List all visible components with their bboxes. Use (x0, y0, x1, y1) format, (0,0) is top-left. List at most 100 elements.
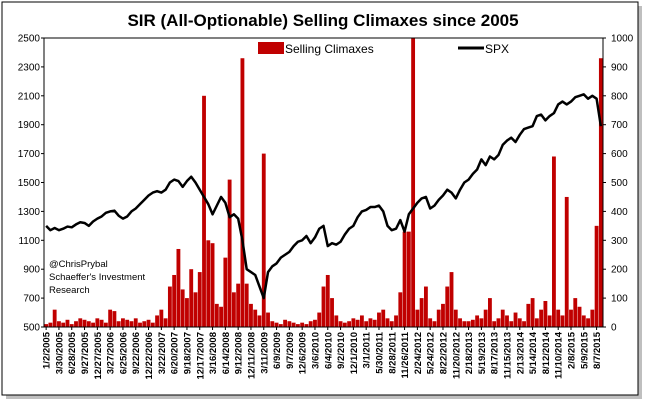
x-tick-label: 5/19/2013 (477, 332, 488, 374)
x-tick-label: 6/20/2007 (170, 332, 181, 374)
x-tick-label: 12/11/2008 (246, 332, 257, 379)
bar (172, 274, 177, 327)
bar (304, 324, 309, 327)
y-tick-label: 1700 (18, 149, 41, 160)
bar (479, 318, 484, 327)
bar (449, 272, 454, 327)
bar (278, 324, 283, 327)
bar (330, 298, 334, 327)
x-tick-label: 5/24/2012 (426, 332, 437, 374)
x-tick-label: 12/1/2010 (349, 332, 360, 374)
x-tick-label: 9/27/2005 (80, 331, 91, 374)
bar (394, 315, 398, 327)
bar (74, 321, 78, 327)
bar (475, 315, 480, 327)
bar (91, 322, 95, 327)
legend-label: Selling Climaxes (285, 42, 374, 56)
bar (129, 321, 134, 327)
bar (287, 321, 292, 327)
bar (321, 286, 326, 327)
bar (564, 196, 569, 327)
bar (48, 322, 53, 327)
bar (274, 322, 279, 327)
bar (116, 321, 121, 327)
x-tick-label: 3/22/2007 (157, 332, 168, 374)
y-tick-label: 1300 (18, 207, 41, 218)
bar (351, 318, 356, 327)
bar (155, 315, 160, 327)
bar (594, 225, 599, 327)
bar (236, 283, 241, 327)
bar (185, 298, 189, 327)
bar (419, 298, 424, 327)
x-tick-label: 5/9/2015 (579, 331, 590, 369)
bar (95, 318, 100, 327)
bar (176, 248, 181, 327)
bar (556, 309, 561, 327)
bar (359, 315, 364, 327)
x-tick-label: 3/30/2005 (54, 331, 65, 374)
bar (189, 269, 194, 327)
y2-tick-label: 1000 (611, 34, 634, 45)
y-tick-label: 1900 (18, 120, 41, 131)
chart-title: SIR (All-Optionable) Selling Climaxes si… (127, 11, 518, 30)
bar (598, 58, 603, 327)
y-tick-label: 2500 (18, 34, 41, 45)
bar (368, 318, 373, 327)
bar (453, 309, 458, 327)
x-tick-label: 8/28/2011 (387, 331, 398, 373)
bar (57, 321, 61, 327)
bar (121, 318, 125, 327)
bar (249, 303, 253, 327)
bar (590, 309, 595, 327)
bar (492, 321, 497, 327)
bar (108, 309, 113, 327)
bar (577, 306, 582, 327)
x-tick-label: 9/18/2007 (182, 332, 193, 374)
bar (487, 298, 492, 327)
bar (415, 309, 420, 327)
bar (432, 321, 437, 327)
bar (406, 231, 411, 327)
bar (99, 319, 104, 327)
y2-tick-label: 100 (611, 294, 628, 305)
x-tick-label: 2/13/2014 (515, 331, 526, 374)
x-tick-label: 11/15/2013 (502, 332, 513, 379)
bar (325, 274, 330, 327)
bar (543, 300, 548, 327)
bar (560, 315, 565, 327)
bar (44, 324, 49, 327)
bar (411, 38, 416, 327)
x-tick-label: 9/22/2006 (131, 332, 142, 374)
x-tick-label: 2/18/2013 (464, 332, 475, 374)
bar (300, 322, 305, 327)
bar (569, 309, 573, 327)
bar (586, 318, 590, 327)
legend-swatch (258, 42, 284, 54)
bar (445, 286, 450, 327)
x-tick-label: 12/6/2009 (298, 332, 309, 374)
bar (355, 319, 360, 327)
y2-tick-label: 700 (611, 120, 628, 131)
y-tick-label: 2300 (18, 62, 41, 73)
bar (253, 309, 258, 327)
line (45, 93, 603, 300)
annotation: @ChrisPrybal Schaeffer's Investment Rese… (49, 258, 169, 297)
bar (385, 318, 390, 327)
bar (308, 321, 313, 327)
bar (522, 321, 526, 327)
bar (240, 58, 245, 327)
bar (112, 311, 117, 327)
y2-tick-label: 600 (611, 149, 628, 160)
bar (193, 292, 198, 327)
bar (552, 156, 556, 327)
y-tick-label: 700 (23, 294, 40, 305)
legend-label: SPX (485, 42, 509, 56)
y2-tick-label: 800 (611, 91, 628, 102)
bar (146, 319, 151, 327)
bar (534, 318, 539, 327)
bar (517, 318, 522, 327)
bar (539, 309, 544, 327)
y2-tick-label: 0 (611, 323, 617, 334)
